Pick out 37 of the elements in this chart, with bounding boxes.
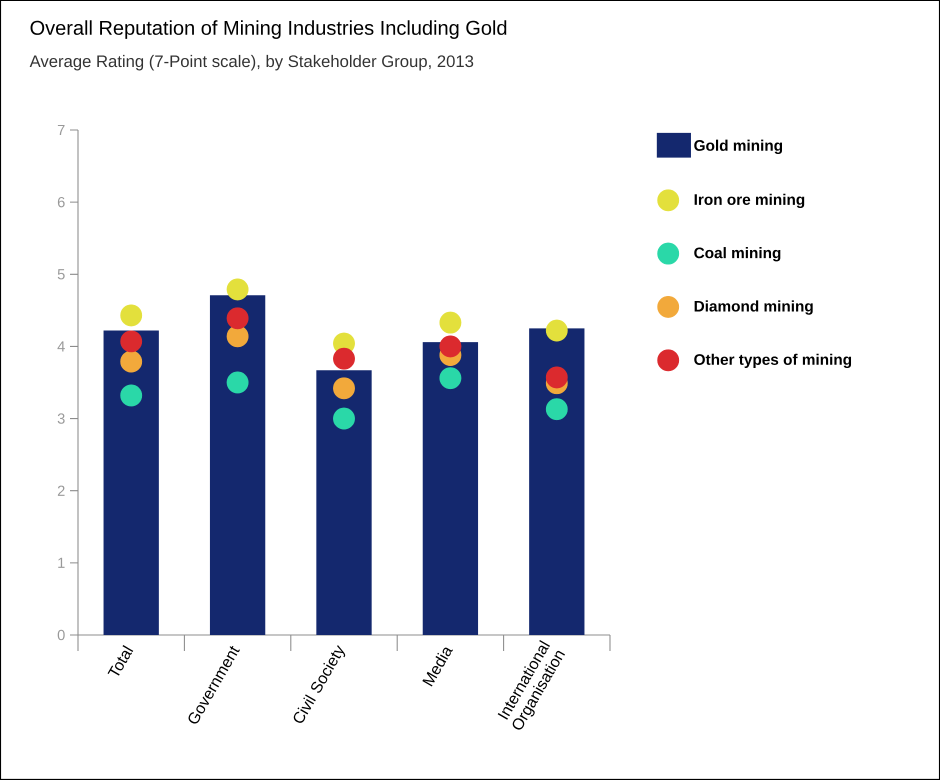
point xyxy=(333,348,355,370)
bar xyxy=(529,328,584,635)
bar xyxy=(316,370,372,635)
bar xyxy=(422,342,478,635)
point xyxy=(546,320,568,342)
legend-label: Diamond mining xyxy=(694,300,813,315)
legend-label: Coal mining xyxy=(694,247,780,262)
bar xyxy=(210,295,266,635)
point xyxy=(226,278,249,300)
point xyxy=(333,377,355,400)
y-tick-label: 7 xyxy=(58,124,65,136)
y-tick-label: 0 xyxy=(58,630,65,640)
y-tick-label: 2 xyxy=(58,486,65,496)
point xyxy=(546,366,568,388)
point xyxy=(333,408,355,430)
y-tick-label: 6 xyxy=(58,196,65,208)
point xyxy=(226,372,249,394)
point xyxy=(120,330,142,352)
y-tick-label: 3 xyxy=(58,413,65,424)
y-tick-label: 5 xyxy=(58,269,65,280)
bar xyxy=(104,330,159,635)
point xyxy=(120,384,142,406)
legend-label: Gold mining xyxy=(694,140,782,154)
y-tick-label: 1 xyxy=(58,558,65,568)
chart-title: Overall Reputation of Mining Industries Including Gold xyxy=(30,20,506,39)
chart-subtitle: Average Rating (7-Point scale), by Stakeholder Group, 2013 xyxy=(30,54,474,70)
point xyxy=(439,335,462,358)
y-tick-label: 4 xyxy=(57,341,65,352)
point xyxy=(439,367,462,390)
point xyxy=(120,350,142,373)
point xyxy=(439,312,462,334)
point xyxy=(226,325,249,348)
point xyxy=(120,304,142,326)
legend-label: Iron ore mining xyxy=(694,194,804,208)
point xyxy=(546,398,568,420)
point xyxy=(226,307,249,330)
legend-label: Other types of mining xyxy=(694,354,852,368)
